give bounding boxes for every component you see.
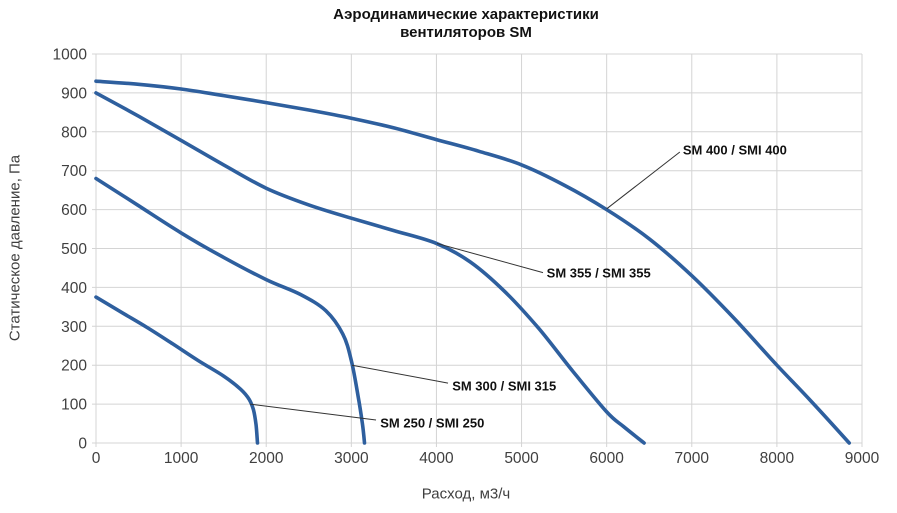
chart-title: Аэродинамические характеристики вентилят… xyxy=(333,6,599,42)
curve-sm-250-smi-250 xyxy=(94,295,260,445)
x-tick-label: 2000 xyxy=(249,450,284,467)
x-tick-label: 8000 xyxy=(760,450,795,467)
curve-sm-355-smi-355 xyxy=(94,91,646,445)
chart-title-line2: вентиляторов SM xyxy=(400,24,532,41)
chart-title-line1: Аэродинамические характеристики xyxy=(333,6,599,23)
y-tick-label: 0 xyxy=(78,436,87,453)
x-tick-label: 0 xyxy=(92,450,101,467)
x-tick-label: 5000 xyxy=(504,450,539,467)
y-tick-label: 800 xyxy=(61,124,87,141)
annotation-label: SM 300 / SMI 315 xyxy=(452,379,556,394)
y-tick-label: 500 xyxy=(61,241,87,258)
annotation-leader-line xyxy=(249,403,377,421)
y-tick-label: 400 xyxy=(61,280,87,297)
annotation-leader-line xyxy=(606,151,681,210)
y-tick-label: 700 xyxy=(61,163,87,180)
x-axis-title: Расход, м3/ч xyxy=(421,485,511,503)
y-tick-label: 1000 xyxy=(53,47,88,64)
curve-sm-300-smi-315 xyxy=(94,176,367,445)
y-tick-label: 600 xyxy=(61,202,87,219)
x-tick-label: 7000 xyxy=(675,450,710,467)
annotation-label: SM 250 / SMI 250 xyxy=(380,416,484,431)
x-tick-label: 6000 xyxy=(589,450,624,467)
y-tick-label: 300 xyxy=(61,319,87,336)
annotation-label: SM 400 / SMI 400 xyxy=(683,143,787,158)
annotation-label: SM 355 / SMI 355 xyxy=(547,266,651,281)
curve-sm-400-smi-400 xyxy=(94,79,851,445)
y-axis-title: Статическое давление, Па xyxy=(6,154,24,342)
annotation-leader-line xyxy=(436,242,544,274)
y-tick-label: 200 xyxy=(61,358,87,375)
x-tick-label: 3000 xyxy=(334,450,369,467)
x-tick-label: 9000 xyxy=(845,450,880,467)
x-tick-label: 1000 xyxy=(164,450,199,467)
x-tick-label: 4000 xyxy=(419,450,454,467)
annotation-leader-line xyxy=(351,364,449,384)
y-tick-label: 900 xyxy=(61,85,87,102)
y-tick-label: 100 xyxy=(61,397,87,414)
